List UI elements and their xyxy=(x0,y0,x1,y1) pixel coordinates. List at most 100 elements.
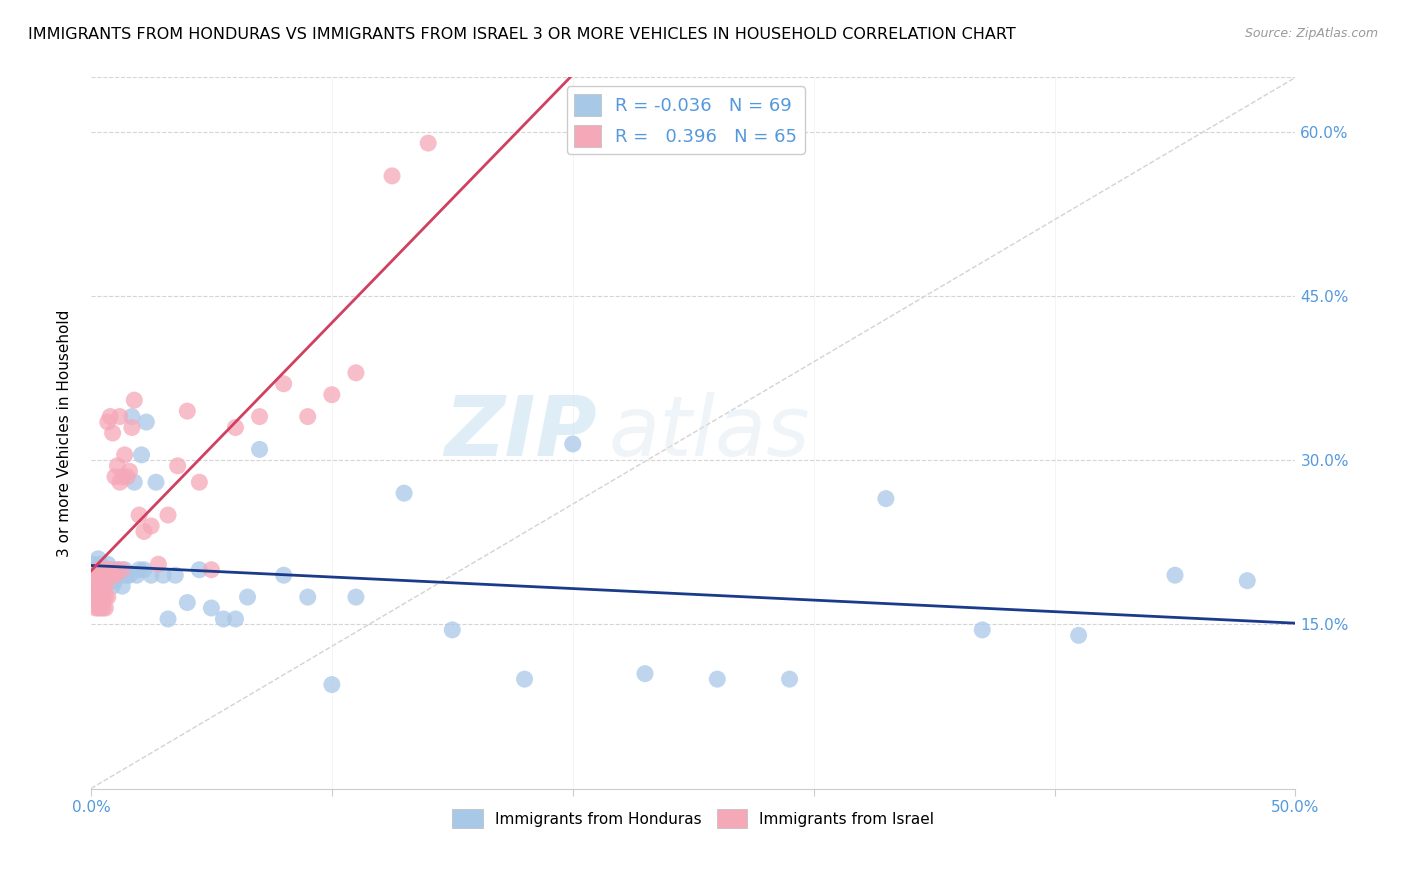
Point xyxy=(145,475,167,490)
Point xyxy=(114,563,136,577)
Point xyxy=(972,623,994,637)
Text: ZIP: ZIP xyxy=(444,392,596,474)
Point xyxy=(141,568,163,582)
Point xyxy=(561,437,583,451)
Point xyxy=(87,574,110,588)
Point xyxy=(441,623,464,637)
Point xyxy=(111,579,134,593)
Point xyxy=(224,420,246,434)
Point xyxy=(101,425,124,440)
Point xyxy=(94,579,117,593)
Point xyxy=(94,579,117,593)
Point xyxy=(118,568,141,582)
Point xyxy=(114,448,136,462)
Point xyxy=(249,409,271,424)
Point xyxy=(200,563,222,577)
Point xyxy=(94,568,117,582)
Point xyxy=(111,563,134,577)
Point xyxy=(82,579,104,593)
Point xyxy=(90,601,112,615)
Point xyxy=(124,475,146,490)
Point xyxy=(104,469,127,483)
Point xyxy=(94,601,117,615)
Point xyxy=(91,590,114,604)
Point xyxy=(91,574,114,588)
Point xyxy=(84,563,107,577)
Point xyxy=(91,563,114,577)
Point xyxy=(87,563,110,577)
Point xyxy=(236,590,259,604)
Point xyxy=(200,601,222,615)
Point xyxy=(97,563,120,577)
Point xyxy=(418,136,440,150)
Point xyxy=(97,568,120,582)
Point xyxy=(249,442,271,457)
Point xyxy=(104,574,127,588)
Point xyxy=(84,601,107,615)
Point xyxy=(94,590,117,604)
Point xyxy=(152,568,174,582)
Point xyxy=(82,568,104,582)
Point xyxy=(107,458,129,473)
Point xyxy=(128,508,150,522)
Point xyxy=(148,558,170,572)
Point xyxy=(82,590,104,604)
Point xyxy=(157,508,180,522)
Point xyxy=(98,409,121,424)
Point xyxy=(91,601,114,615)
Point xyxy=(90,590,112,604)
Point xyxy=(779,672,801,686)
Point xyxy=(124,393,146,408)
Point xyxy=(634,666,657,681)
Point xyxy=(97,563,120,577)
Point xyxy=(84,568,107,582)
Point xyxy=(84,579,107,593)
Point xyxy=(97,568,120,582)
Point xyxy=(98,568,121,582)
Point xyxy=(91,563,114,577)
Point xyxy=(176,596,198,610)
Point xyxy=(1236,574,1258,588)
Point xyxy=(91,579,114,593)
Point xyxy=(115,469,138,483)
Point xyxy=(115,568,138,582)
Point xyxy=(90,558,112,572)
Point xyxy=(165,568,187,582)
Point xyxy=(91,568,114,582)
Point xyxy=(91,568,114,582)
Point xyxy=(87,551,110,566)
Point xyxy=(118,464,141,478)
Point xyxy=(128,563,150,577)
Point xyxy=(87,579,110,593)
Point xyxy=(297,409,319,424)
Point xyxy=(94,563,117,577)
Point xyxy=(141,519,163,533)
Point xyxy=(87,568,110,582)
Text: IMMIGRANTS FROM HONDURAS VS IMMIGRANTS FROM ISRAEL 3 OR MORE VEHICLES IN HOUSEHO: IMMIGRANTS FROM HONDURAS VS IMMIGRANTS F… xyxy=(28,27,1017,42)
Point xyxy=(344,590,367,604)
Point xyxy=(1067,628,1090,642)
Point xyxy=(90,579,112,593)
Point xyxy=(82,558,104,572)
Point xyxy=(273,568,295,582)
Point xyxy=(131,448,153,462)
Point xyxy=(84,579,107,593)
Point xyxy=(392,486,415,500)
Point xyxy=(82,568,104,582)
Point xyxy=(513,672,536,686)
Point xyxy=(135,415,157,429)
Point xyxy=(121,420,143,434)
Y-axis label: 3 or more Vehicles in Household: 3 or more Vehicles in Household xyxy=(58,310,72,557)
Point xyxy=(321,387,343,401)
Point xyxy=(132,524,155,539)
Point xyxy=(224,612,246,626)
Point xyxy=(344,366,367,380)
Point xyxy=(98,563,121,577)
Point xyxy=(381,169,404,183)
Point xyxy=(273,376,295,391)
Point xyxy=(90,568,112,582)
Point xyxy=(104,568,127,582)
Point xyxy=(875,491,897,506)
Point xyxy=(111,469,134,483)
Point xyxy=(166,458,188,473)
